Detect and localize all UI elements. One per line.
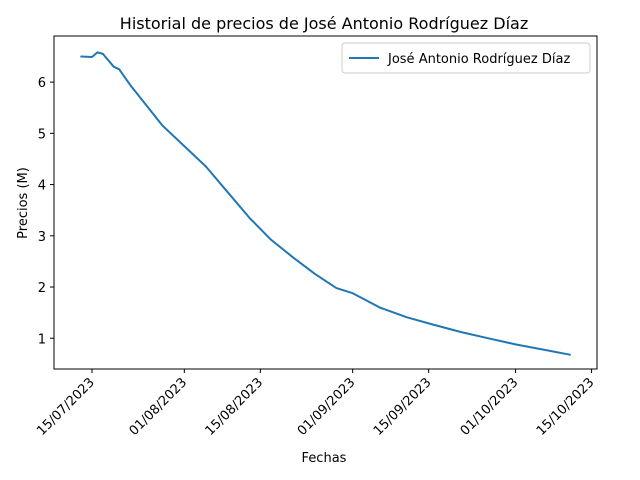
- plot-frame: [53, 35, 598, 370]
- legend: José Antonio Rodríguez Díaz: [341, 42, 591, 74]
- x-tick-label: 01/08/2023: [127, 375, 191, 439]
- x-axis: 15/07/2023 01/08/2023 15/08/2023 01/09/2023…: [34, 369, 597, 439]
- y-tick-label: 6: [38, 76, 46, 91]
- y-axis: 1 2 3 4 5 6: [38, 76, 54, 347]
- y-tick-label: 3: [38, 230, 46, 245]
- plot-area: [54, 36, 597, 369]
- x-tick-label: 15/07/2023: [34, 375, 98, 439]
- series-layer: [80, 51, 571, 356]
- series-line-0: [80, 51, 571, 356]
- x-tick-label: 01/09/2023: [295, 375, 359, 439]
- x-axis-title: Fechas: [302, 451, 347, 466]
- y-axis-title: Precios (M): [16, 167, 31, 239]
- legend-box: [341, 42, 591, 74]
- x-tick-label: 15/09/2023: [371, 375, 435, 439]
- y-tick-label: 1: [38, 332, 46, 347]
- y-tick-label: 2: [38, 281, 46, 296]
- y-tick-label: 4: [38, 179, 46, 194]
- chart-title: Historial de precios de José Antonio Rod…: [120, 14, 528, 33]
- y-tick-label: 5: [38, 127, 46, 142]
- x-tick-label: 01/10/2023: [458, 375, 522, 439]
- x-tick-label: 15/08/2023: [203, 375, 267, 439]
- legend-label: José Antonio Rodríguez Díaz: [387, 52, 570, 67]
- x-tick-label: 15/10/2023: [534, 375, 598, 439]
